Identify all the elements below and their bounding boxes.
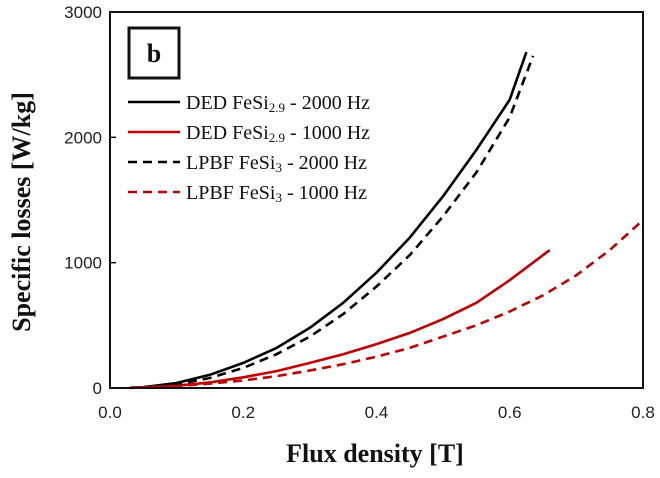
legend-entry: LPBF FeSi3 - 1000 Hz [186,182,367,205]
x-tick-label: 0.6 [498,403,522,422]
legend-entry: LPBF FeSi3 - 2000 Hz [186,152,367,175]
legend: DED FeSi2.9 - 2000 Hz DED FeSi2.9 - 1000 … [128,92,370,205]
panel-label-frame [127,26,181,80]
y-tick-label: 3000 [64,3,102,22]
y-tick-label: 2000 [64,128,102,147]
series-line-3 [143,55,535,389]
x-tick-label: 0.4 [365,403,389,422]
y-tick-label: 1000 [64,254,102,273]
series-line-1 [129,51,528,389]
y-tick-label: 0 [93,379,102,398]
y-axis-title: Specific losses [W/kg] [7,92,36,332]
ticks-layer: 0.0 0.2 0.4 0.6 0.8 0 1000 2000 3000 [64,3,655,422]
x-tick-label: 0.0 [98,403,122,422]
x-tick-label: 0.8 [631,403,655,422]
x-axis-title: Flux density [T] [286,439,464,468]
series-line-4 [143,219,644,389]
series-line-2 [129,249,551,390]
x-tick-label: 0.2 [231,403,255,422]
series-layer [129,51,644,390]
legend-entry: DED FeSi2.9 - 1000 Hz [186,122,370,145]
panel-label-box: b [127,26,181,80]
legend-entry: DED FeSi2.9 - 2000 Hz [186,92,370,115]
plot-frame [109,11,644,389]
panel-label: b [147,39,161,68]
